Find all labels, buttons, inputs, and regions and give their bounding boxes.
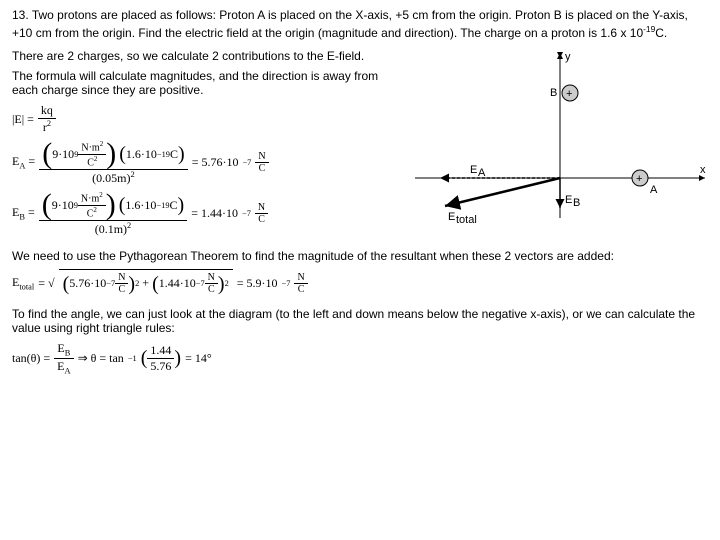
EA-label: E xyxy=(470,164,477,176)
x-label: x xyxy=(700,164,706,176)
step2: The formula will calculate magnitudes, a… xyxy=(12,69,392,97)
Etotal-sub: total xyxy=(456,214,477,226)
a-label: A xyxy=(650,184,658,196)
diagram-svg: y x + B + A E A E B E total xyxy=(410,48,710,228)
formula-frac: kq r2 xyxy=(38,103,56,135)
EB-sub: B xyxy=(573,197,580,209)
problem-text: Two protons are placed as follows: Proto… xyxy=(12,8,688,40)
EA-sub: A xyxy=(478,167,486,179)
angle-equation: tan(θ) = EB EA ⇒ θ = tan−1 (1.445.76) = … xyxy=(12,341,708,375)
charge-exp: -19 xyxy=(643,24,655,34)
proton-b-plus: + xyxy=(566,88,572,100)
step4: To find the angle, we can just look at t… xyxy=(12,307,708,335)
proton-a-plus: + xyxy=(636,173,642,185)
Etotal-vector xyxy=(445,178,560,206)
formula-lhs: |E| = xyxy=(12,112,34,127)
EB-label: E xyxy=(565,194,572,206)
b-label: B xyxy=(550,87,557,99)
coordinate-diagram: y x + B + A E A E B E total xyxy=(410,48,710,228)
y-label: y xyxy=(565,51,571,63)
problem-number: 13. xyxy=(12,8,29,22)
charge-unit: C. xyxy=(655,26,667,40)
Etotal-label: E xyxy=(448,211,455,223)
Etotal-equation: Etotal = √ (5.76·10−7NC)2 + (1.44·10−7NC… xyxy=(12,269,708,297)
problem-statement: 13. Two protons are placed as follows: P… xyxy=(12,8,708,41)
step3: We need to use the Pythagorean Theorem t… xyxy=(12,249,708,263)
